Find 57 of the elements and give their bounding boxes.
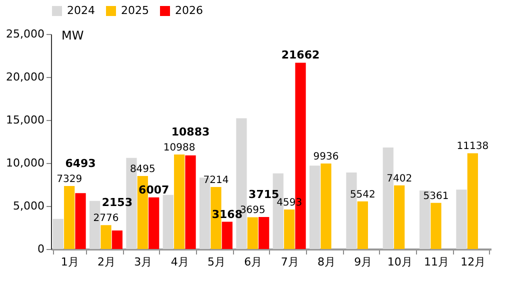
bar — [185, 155, 196, 249]
data-label: 9936 — [313, 152, 339, 163]
bar — [394, 185, 405, 249]
bar — [258, 217, 270, 249]
bar — [310, 166, 320, 249]
bar — [100, 225, 112, 249]
x-tick-label: 7月 — [280, 256, 299, 268]
data-label: 5542 — [350, 189, 376, 200]
bar — [284, 210, 295, 249]
x-tick-label: 1月 — [60, 256, 79, 268]
x-tick-label: 4月 — [170, 256, 189, 268]
y-tick-label: 5,000 — [13, 200, 44, 212]
x-tick-label: 9月 — [354, 256, 372, 268]
y-axis-title: MW — [62, 28, 84, 42]
data-label: 8495 — [130, 164, 156, 175]
y-tick-label: 0 — [38, 242, 44, 256]
bar — [148, 197, 160, 249]
data-label: 2776 — [93, 213, 119, 224]
data-label: 21662 — [281, 48, 320, 62]
data-label: 2153 — [102, 196, 132, 210]
bar — [357, 201, 368, 249]
data-label: 7214 — [203, 174, 229, 186]
bar — [320, 164, 332, 249]
x-tick-label: 10月 — [387, 256, 412, 268]
data-label: 7402 — [386, 173, 412, 184]
bar — [467, 153, 478, 249]
bar — [222, 222, 232, 249]
y-tick-label: 10,000 — [6, 156, 44, 170]
x-tick-label: 12月 — [460, 256, 486, 268]
bar — [174, 154, 185, 249]
legend-label: 2025 — [121, 4, 149, 17]
data-label: 3715 — [248, 188, 280, 202]
bar — [112, 230, 122, 249]
bar — [52, 218, 64, 249]
data-label: 6493 — [65, 156, 96, 170]
bar — [247, 217, 258, 249]
data-label: 10883 — [171, 126, 210, 139]
y-tick-label: 15,000 — [6, 114, 44, 126]
data-label: 7329 — [56, 174, 82, 185]
bar — [64, 186, 75, 249]
x-tick-label: 8月 — [318, 256, 336, 268]
data-label: 5361 — [423, 190, 449, 202]
y-tick-label: 20,000 — [6, 70, 44, 84]
bar — [430, 202, 442, 249]
data-label: 10988 — [163, 142, 196, 154]
x-tick-label: 2月 — [98, 256, 116, 268]
x-tick-label: 11月 — [424, 256, 449, 268]
x-tick-label: 6月 — [244, 256, 262, 268]
bar — [162, 194, 174, 249]
legend-label: 2024 — [67, 4, 95, 17]
x-tick-label: 3月 — [134, 256, 152, 268]
bar — [75, 193, 86, 249]
x-tick-label: 5月 — [208, 256, 226, 268]
y-tick-label: 25,000 — [6, 28, 44, 40]
data-label: 11138 — [456, 141, 489, 152]
bar — [456, 190, 467, 249]
legend-label: 2026 — [175, 4, 203, 17]
